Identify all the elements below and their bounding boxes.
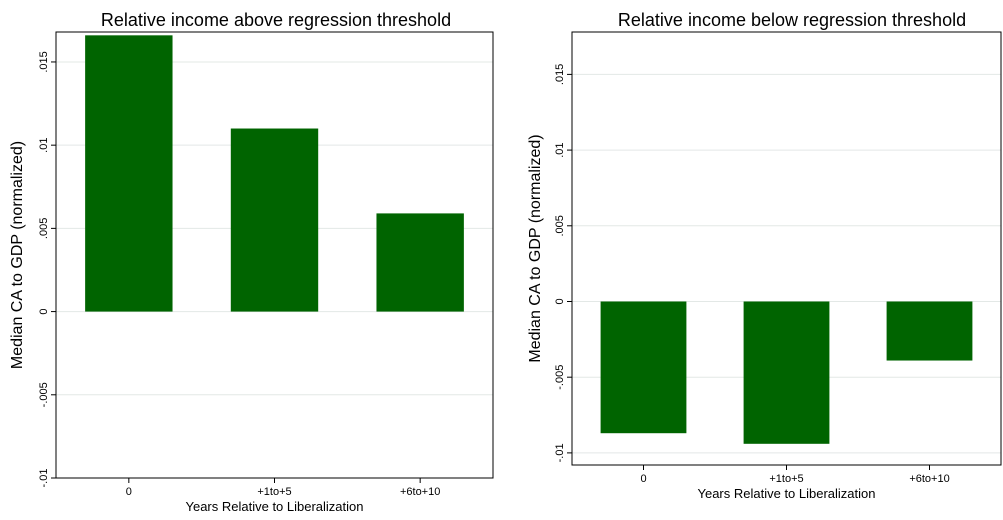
- bar-6to-10: [376, 213, 464, 312]
- y-tick-label: .01: [554, 142, 566, 157]
- y-tick-label: .01: [38, 138, 50, 153]
- y-tick-label: -.01: [38, 469, 50, 488]
- bar-1to-5: [230, 128, 319, 312]
- y-tick-label: .015: [554, 64, 566, 85]
- y-axis-label: Median CA to GDP (normalized): [9, 141, 26, 369]
- chart-title: Relative income above regression thresho…: [101, 10, 451, 30]
- y-tick-label: .005: [38, 218, 50, 239]
- x-tick-label: +1to+5: [769, 473, 803, 485]
- x-tick-label: 0: [126, 486, 132, 498]
- y-tick-label: .005: [554, 215, 566, 236]
- y-axis-label: Median CA to GDP (normalized): [527, 134, 544, 362]
- bar-1to-5: [743, 301, 830, 444]
- x-tick-label: +6to+10: [909, 473, 949, 485]
- x-axis-label: Years Relative to Liberalization: [185, 499, 363, 514]
- x-tick-label: 0: [640, 473, 646, 485]
- y-tick-label: -.01: [554, 443, 566, 462]
- x-axis-label: Years Relative to Liberalization: [697, 486, 875, 501]
- y-tick-label: 0: [38, 309, 50, 315]
- bar-0: [600, 301, 687, 434]
- y-tick-label: .015: [38, 51, 50, 72]
- chart-title: Relative income below regression thresho…: [618, 10, 966, 30]
- bar-0: [85, 35, 173, 312]
- x-tick-label: +6to+10: [400, 486, 440, 498]
- y-tick-label: -.005: [38, 382, 50, 407]
- y-tick-label: 0: [554, 298, 566, 304]
- bar-6to-10: [886, 301, 973, 361]
- y-tick-label: -.005: [554, 365, 566, 390]
- chart-panel-1: -.01 -.005 0 .005 .01 .015 0 +1to+5 +6to+10 Relat…: [9, 10, 494, 514]
- chart-panel-2: -.01 -.005 0 .005 .01 .015 0 +1to+5 +6to+10 Relat…: [527, 10, 1002, 501]
- x-tick-label: +1to+5: [257, 486, 291, 498]
